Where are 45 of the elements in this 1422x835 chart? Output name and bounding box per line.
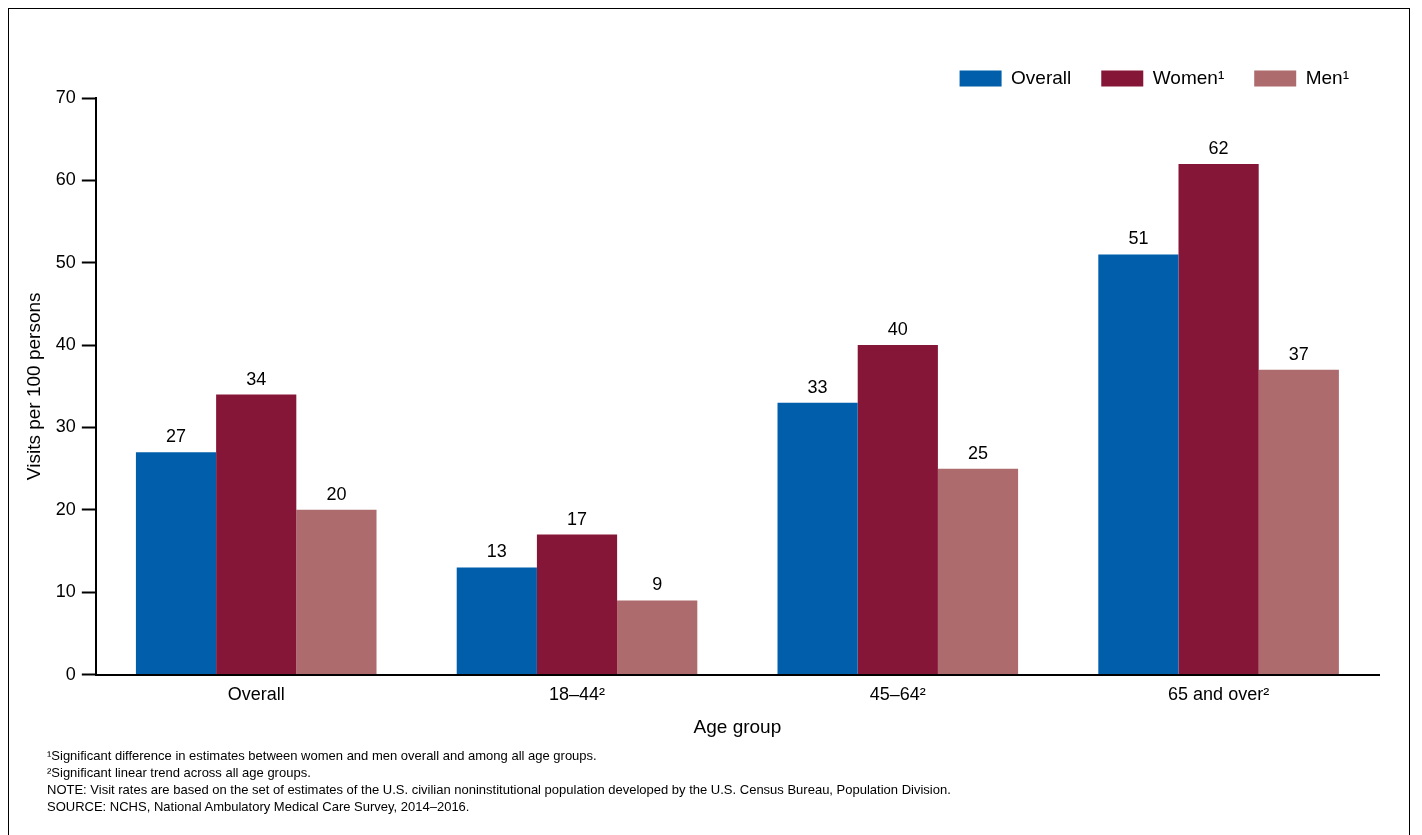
text: ²Significant linear trend across all age groups. — [47, 764, 312, 781]
y-tick-label: 40 — [55, 334, 76, 355]
legend-label: Women¹ — [1152, 66, 1225, 88]
y-axis-title: Visits per 100 persons — [22, 292, 44, 481]
data-label: 62 — [1208, 137, 1229, 158]
y-tick-label: 70 — [55, 86, 76, 107]
x-tick-label: Overall — [227, 684, 285, 705]
y-tick-label: 0 — [65, 663, 76, 684]
bar — [1258, 369, 1339, 675]
legend-label: Overall — [1011, 66, 1072, 88]
data-label: 20 — [326, 483, 347, 504]
legend-label: Men¹ — [1305, 66, 1350, 88]
bar — [937, 468, 1019, 675]
x-tick-label: 18–44² — [548, 684, 606, 705]
text: NOTE: Visit rates are based on the set of estimates of the U.S. civilian noninstitutional population developed by the U.S. Census Bureau, Population Division. — [47, 781, 952, 798]
source-note: SOURCE: NCHS, National Ambulatory Medical Care Survey, 2014–2016. — [47, 798, 471, 815]
bar — [536, 534, 618, 675]
y-tick-label: 60 — [55, 169, 76, 190]
bar — [857, 345, 938, 675]
data-label: 40 — [887, 319, 908, 340]
data-label: 17 — [567, 508, 588, 529]
y-tick-label: 30 — [55, 416, 76, 437]
data-label: 13 — [486, 541, 507, 562]
bar — [1098, 254, 1179, 675]
x-axis-title: Age group — [693, 715, 782, 737]
y-tick-label: 50 — [55, 251, 76, 272]
bar — [216, 394, 297, 675]
data-label: 37 — [1288, 343, 1309, 364]
y-tick-label: 10 — [55, 581, 76, 602]
bar — [617, 600, 698, 675]
bar — [296, 509, 377, 675]
data-label: 9 — [652, 574, 663, 595]
data-label: 25 — [967, 442, 989, 463]
data-label: 34 — [246, 368, 267, 389]
bar — [1178, 163, 1259, 675]
data-label: 33 — [807, 376, 828, 397]
data-label: 27 — [166, 426, 187, 447]
y-tick-label: 20 — [55, 498, 76, 519]
bar — [135, 452, 217, 675]
bar — [456, 567, 537, 675]
x-tick-label: 65 and over² — [1168, 684, 1270, 705]
bar — [777, 402, 858, 675]
text: ¹Significant difference in estimates between women and men overall and among all age groups. — [47, 747, 598, 764]
data-label: 51 — [1128, 228, 1149, 249]
x-tick-label: 45–64² — [869, 684, 926, 705]
